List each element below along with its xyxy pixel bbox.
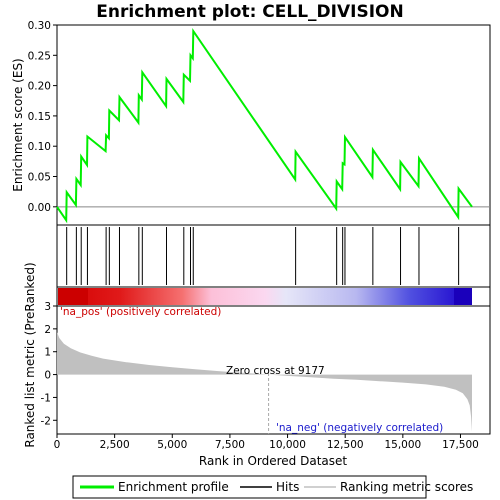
metric-y-tick-label: 0 <box>44 370 51 382</box>
es-y-tick-label: 0.25 <box>28 50 51 62</box>
x-tick-label: 12,500 <box>327 439 364 451</box>
es-y-tick-label: 0.30 <box>28 20 51 32</box>
legend-hits-label: Hits <box>276 480 299 494</box>
legend-profile-label: Enrichment profile <box>118 480 229 494</box>
metric-y-tick-label: -1 <box>41 392 51 404</box>
neg-correlated-label: 'na_neg' (negatively correlated) <box>276 422 443 434</box>
legend-metric-label: Ranking metric scores <box>340 480 473 494</box>
es-y-tick-label: 0.10 <box>28 141 51 153</box>
metric-y-axis-label: Ranked list metric (PreRanked) <box>23 262 37 447</box>
metric-y-tick-label: 2 <box>44 324 51 336</box>
es-y-tick-label: 0.20 <box>28 81 51 93</box>
hit-markers <box>66 227 460 285</box>
ranked-metric-panel: -2 -1 0 1 2 3 0 2,500 5,000 7,500 10,000 12,500 15,… <box>23 262 491 468</box>
es-y-tick-label: 0.00 <box>28 202 51 214</box>
es-panel-frame <box>56 24 491 226</box>
metric-y-axis: -2 -1 0 1 2 3 <box>41 301 57 427</box>
rank-colorbar <box>56 286 491 307</box>
x-tick-label: 0 <box>54 439 61 451</box>
x-tick-label: 2,500 <box>100 439 130 451</box>
metric-y-tick-label: 3 <box>44 301 51 313</box>
x-tick-label: 17,500 <box>442 439 479 451</box>
es-y-tick-label: 0.15 <box>28 111 51 123</box>
colorbar-pos-end <box>58 288 88 305</box>
metric-y-tick-label: -2 <box>41 415 51 427</box>
colorbar-neg-end <box>454 288 472 305</box>
x-axis: 0 2,500 5,000 7,500 10,000 12,500 15,000 17,500 <box>54 434 479 451</box>
metric-y-tick-label: 1 <box>44 347 51 359</box>
es-panel: 0.00 0.05 0.10 0.15 0.20 0.25 0.30 Enrichment … <box>11 20 491 226</box>
hits-panel <box>56 224 491 288</box>
pos-correlated-label: 'na_pos' (positively correlated) <box>60 306 221 318</box>
enrichment-profile-line <box>56 27 473 224</box>
es-y-axis: 0.00 0.05 0.10 0.15 0.20 0.25 0.30 <box>28 20 57 214</box>
colorbar-gradient <box>58 288 472 305</box>
es-y-axis-label: Enrichment score (ES) <box>11 58 25 191</box>
x-tick-label: 5,000 <box>157 439 187 451</box>
chart-title: Enrichment plot: CELL_DIVISION <box>96 2 403 22</box>
x-tick-label: 15,000 <box>384 439 421 451</box>
x-tick-label: 10,000 <box>269 439 306 451</box>
legend: Enrichment profile Hits Ranking metric s… <box>72 475 473 499</box>
es-y-tick-label: 0.05 <box>28 172 51 184</box>
x-axis-label: Rank in Ordered Dataset <box>199 454 347 468</box>
hits-panel-frame <box>56 224 491 288</box>
zero-cross-label: Zero cross at 9177 <box>226 365 325 377</box>
x-tick-label: 7,500 <box>215 439 245 451</box>
